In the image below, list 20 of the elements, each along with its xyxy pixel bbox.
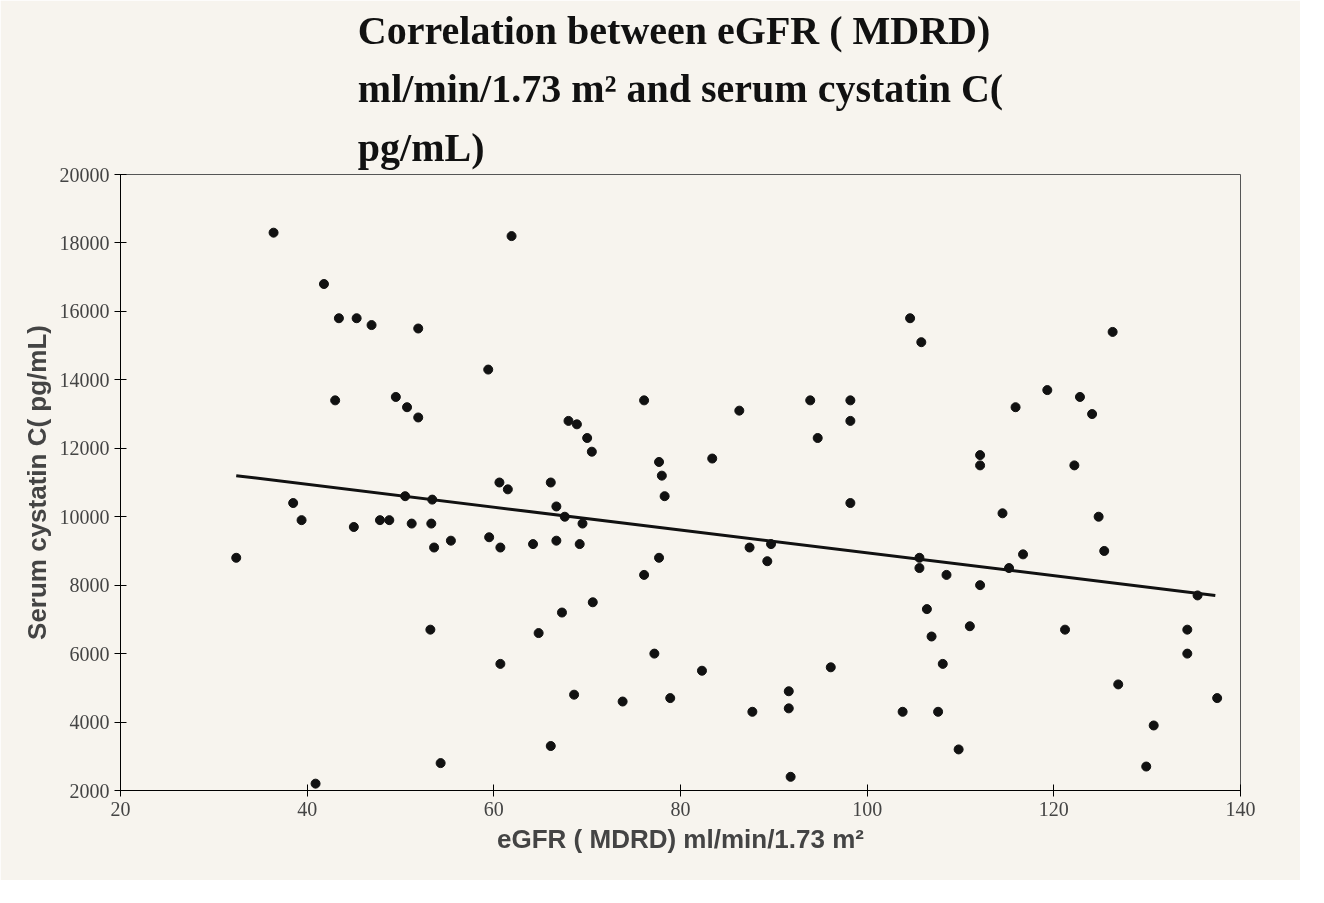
y-tick-label: 12000 — [59, 437, 110, 460]
y-tick-label: 20000 — [59, 163, 110, 186]
x-tick-label: 100 — [852, 797, 883, 820]
x-tick-label: 80 — [670, 797, 691, 820]
y-tick-label: 16000 — [59, 300, 110, 323]
y-tick-label: 2000 — [69, 779, 110, 802]
y-tick-label: 8000 — [69, 574, 110, 597]
y-axis-title: Serum cystatin C( pg/mL) — [21, 325, 52, 640]
x-tick-label: 140 — [1225, 797, 1256, 820]
y-tick-label: 4000 — [69, 711, 110, 734]
y-tick-label: 6000 — [69, 642, 110, 665]
x-axis-title: eGFR ( MDRD) ml/min/1.73 m² — [497, 823, 865, 854]
y-tick-label: 14000 — [59, 368, 110, 391]
x-tick-label: 40 — [297, 797, 318, 820]
x-tick-label: 20 — [110, 797, 131, 820]
y-tick-label: 10000 — [59, 505, 110, 528]
chart-title: Correlation between eGFR ( MDRD) ml/min/1.73 m² and serum cystatin C( pg/mL) — [357, 7, 1004, 170]
x-tick-label: 120 — [1038, 797, 1069, 820]
y-tick-label: 18000 — [59, 231, 110, 254]
x-tick-label: 60 — [483, 797, 504, 820]
